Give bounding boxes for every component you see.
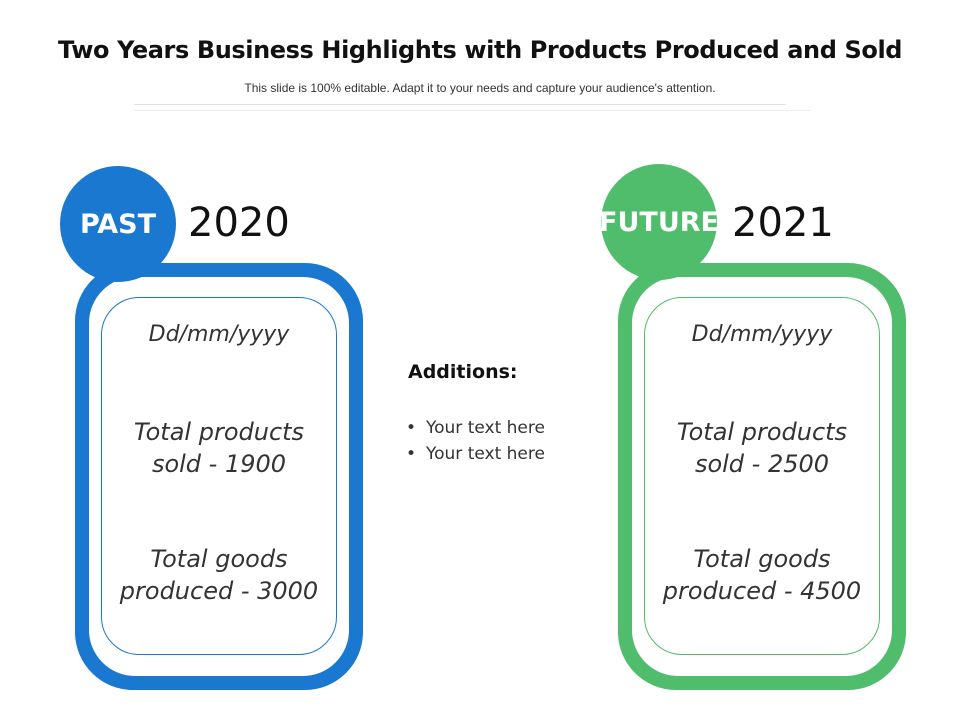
future-card-inner: Dd/mm/yyyy Total products sold - 2500 To… — [632, 277, 892, 676]
future-card: Dd/mm/yyyy Total products sold - 2500 To… — [618, 263, 906, 690]
past-sold-line2: sold - 1900 — [151, 450, 287, 478]
bullet-icon: • — [406, 418, 417, 438]
future-badge: FUTURE — [599, 164, 719, 280]
past-badge-label: PAST — [79, 208, 157, 240]
future-produced-line2: produced - 4500 — [662, 577, 862, 605]
past-card-inner: Dd/mm/yyyy Total products sold - 1900 To… — [89, 277, 349, 676]
past-produced-line1: Total goods — [150, 545, 288, 573]
future-year: 2021 — [732, 200, 834, 246]
future-date: Dd/mm/yyyy — [691, 322, 833, 347]
divider-line — [134, 104, 786, 105]
slide-title: Two Years Business Highlights with Produ… — [57, 36, 903, 64]
future-badge-label: FUTURE — [599, 206, 719, 238]
list-item: • Your text here — [406, 415, 545, 441]
future-goods-produced: Total goods produced - 4500 — [645, 543, 879, 607]
additions-list: • Your text here • Your text here — [406, 415, 545, 467]
list-item: • Your text here — [406, 441, 545, 467]
past-produced-line2: produced - 3000 — [119, 577, 319, 605]
past-card: Dd/mm/yyyy Total products sold - 1900 To… — [75, 263, 363, 690]
future-sold-line2: sold - 2500 — [694, 450, 830, 478]
past-sold-line1: Total products — [133, 418, 305, 446]
divider-line — [134, 110, 810, 111]
future-sold-line1: Total products — [676, 418, 848, 446]
past-goods-produced: Total goods produced - 3000 — [102, 543, 336, 607]
past-date: Dd/mm/yyyy — [148, 322, 290, 347]
future-products-sold: Total products sold - 2500 — [645, 416, 879, 480]
past-year: 2020 — [188, 200, 290, 246]
past-card-content: Dd/mm/yyyy Total products sold - 1900 To… — [101, 297, 337, 655]
future-produced-line1: Total goods — [693, 545, 831, 573]
future-card-content: Dd/mm/yyyy Total products sold - 2500 To… — [644, 297, 880, 655]
past-badge: PAST — [60, 166, 176, 282]
additions-title: Additions: — [408, 361, 518, 383]
list-item-text: Your text here — [426, 418, 545, 438]
slide-subtitle: This slide is 100% editable. Adapt it to… — [244, 81, 716, 95]
list-item-text: Your text here — [426, 444, 545, 464]
bullet-icon: • — [406, 444, 417, 464]
past-products-sold: Total products sold - 1900 — [102, 416, 336, 480]
